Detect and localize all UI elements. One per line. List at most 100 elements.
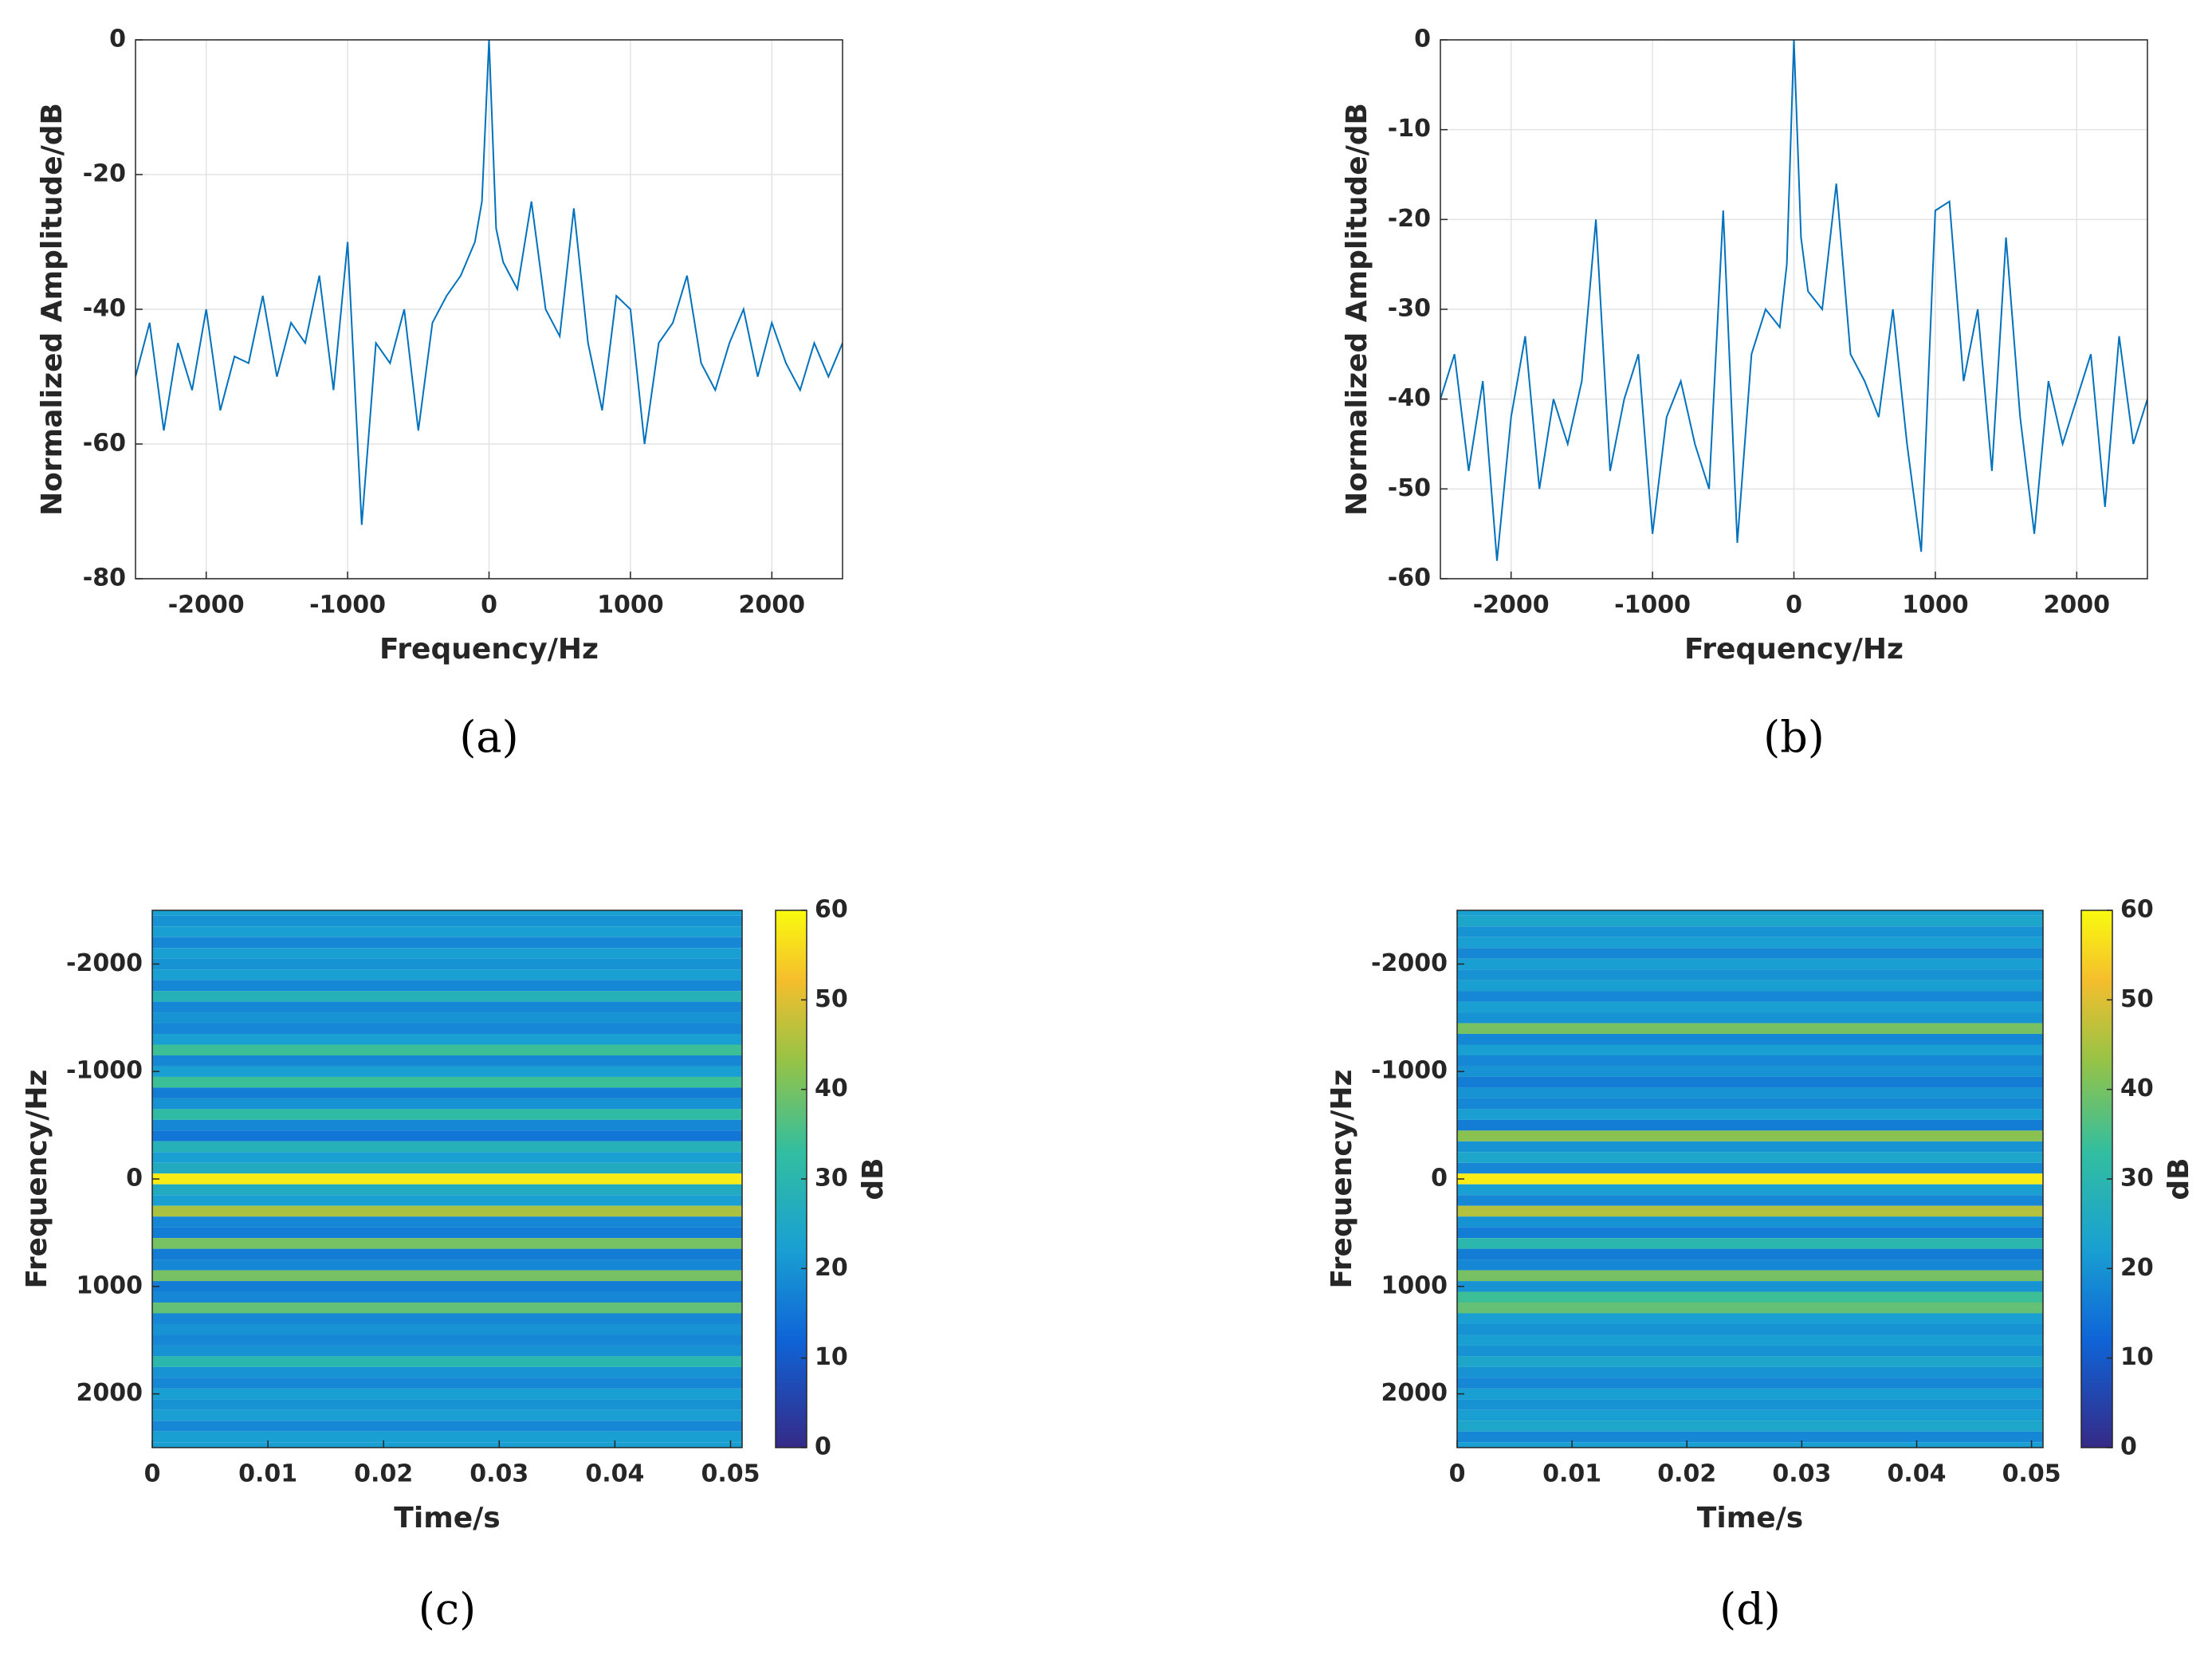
heatmap-row: [152, 1409, 742, 1421]
x-tick-label: 0.01: [238, 1460, 297, 1488]
heatmap-row: [152, 1313, 742, 1324]
heatmap-row: [152, 1281, 742, 1292]
heatmap-row: [152, 1162, 742, 1174]
x-tick-label: 0: [1786, 591, 1802, 619]
x-tick-label: 0.03: [470, 1460, 528, 1488]
heatmap-row: [1457, 1119, 2043, 1131]
heatmap-row: [1457, 1227, 2043, 1239]
heatmap: [1457, 910, 2043, 1448]
x-tick-label: 0.04: [585, 1460, 644, 1488]
heatmap-row: [1457, 1259, 2043, 1271]
heatmap-row: [1457, 1345, 2043, 1357]
heatmap-row: [1457, 1087, 2043, 1098]
heatmap-row: [1457, 1356, 2043, 1367]
heatmap-row: [152, 1238, 742, 1249]
heatmap-row: [152, 915, 742, 927]
heatmap-row: [152, 1076, 742, 1088]
heatmap-row: [152, 1044, 742, 1055]
heatmap-row: [1457, 969, 2043, 980]
y-tick-label: -60: [1388, 564, 1431, 592]
heatmap-row: [1457, 1109, 2043, 1120]
heatmap-row: [1457, 1173, 2043, 1185]
heatmap-row: [1457, 910, 2043, 916]
heatmap-row: [152, 1173, 742, 1185]
x-tick-label: 2000: [739, 591, 806, 619]
heatmap-row: [152, 1227, 742, 1239]
x-axis-label: Frequency/Hz: [1684, 633, 1904, 666]
heatmap-row: [152, 1334, 742, 1346]
heatmap-row: [152, 1323, 742, 1335]
heatmap-row: [1457, 1023, 2043, 1035]
heatmap-row: [152, 1152, 742, 1163]
heatmap-row: [1457, 948, 2043, 959]
colorbar-label: dB: [857, 1157, 890, 1200]
heatmap-row: [152, 1087, 742, 1098]
y-tick-label: -1000: [66, 1057, 143, 1085]
heatmap-row: [152, 1388, 742, 1400]
y-tick-label: 0: [126, 1165, 143, 1193]
y-tick-label: 2000: [1381, 1379, 1448, 1407]
y-tick-label: 2000: [77, 1379, 143, 1407]
y-axis-label: Normalized Amplitude/dB: [36, 103, 69, 516]
y-tick-label: 0: [109, 26, 126, 53]
heatmap-row: [1457, 1238, 2043, 1249]
x-axis-label: Frequency/Hz: [379, 633, 599, 666]
panel-label: (b): [1763, 712, 1825, 762]
y-axis-label: Frequency/Hz: [21, 1070, 53, 1289]
heatmap-row: [152, 1195, 742, 1206]
heatmap-row: [152, 1184, 742, 1196]
heatmap-row: [152, 1141, 742, 1153]
heatmap-row: [1457, 1076, 2043, 1088]
heatmap-row: [152, 969, 742, 980]
y-tick-label: 1000: [77, 1271, 143, 1299]
heatmap-row: [1457, 1055, 2043, 1067]
x-tick-label: 2000: [2044, 591, 2111, 619]
colorbar-tick-label: 60: [2120, 896, 2154, 924]
heatmap-row: [1457, 1377, 2043, 1389]
heatmap-row: [1457, 1162, 2043, 1174]
heatmap-row: [152, 980, 742, 992]
heatmap-row: [1457, 1388, 2043, 1400]
heatmap: [152, 910, 742, 1448]
heatmap-row: [152, 1366, 742, 1378]
x-axis-label: Time/s: [1697, 1502, 1803, 1534]
heatmap-row: [152, 991, 742, 1002]
heatmap-row: [152, 1270, 742, 1282]
heatmap-row: [152, 1345, 742, 1357]
colorbar-tick-label: 40: [815, 1075, 848, 1102]
x-tick-label: 0.02: [1657, 1460, 1716, 1488]
x-tick-label: 0: [481, 591, 497, 619]
spectrum-line: [1440, 40, 2147, 561]
heatmap-row: [1457, 991, 2043, 1002]
heatmap-row: [1457, 926, 2043, 937]
colorbar-tick-label: 20: [2120, 1254, 2154, 1282]
y-tick-label: -50: [1388, 474, 1431, 502]
heatmap-row: [1457, 937, 2043, 949]
heatmap-row: [152, 1098, 742, 1110]
colorbar-tick-label: 30: [2120, 1165, 2154, 1193]
y-axis-label: Normalized Amplitude/dB: [1341, 103, 1373, 516]
y-tick-label: -2000: [1371, 949, 1448, 977]
heatmap-row: [1457, 1044, 2043, 1055]
colorbar-tick-label: 10: [815, 1343, 848, 1371]
heatmap-row: [152, 1442, 742, 1448]
y-tick-label: 0: [1431, 1165, 1448, 1193]
heatmap-row: [152, 1205, 742, 1217]
colorbar-tick-label: 60: [815, 896, 848, 924]
heatmap-row: [1457, 1141, 2043, 1153]
x-tick-label: 1000: [597, 591, 664, 619]
x-tick-label: -1000: [1614, 591, 1691, 619]
x-tick-label: 0: [144, 1460, 161, 1488]
x-tick-label: 0.02: [354, 1460, 413, 1488]
y-tick-label: -40: [1388, 384, 1431, 412]
y-tick-label: -30: [1388, 295, 1431, 323]
colorbar-tick-label: 10: [2120, 1343, 2154, 1371]
spectrum-line: [136, 40, 843, 525]
heatmap-row: [1457, 1420, 2043, 1432]
heatmap-row: [1457, 1098, 2043, 1110]
colorbar-tick-label: 30: [815, 1165, 848, 1193]
heatmap-row: [152, 1248, 742, 1260]
heatmap-row: [152, 1216, 742, 1228]
heatmap-row: [152, 1420, 742, 1432]
heatmap-row: [152, 958, 742, 970]
